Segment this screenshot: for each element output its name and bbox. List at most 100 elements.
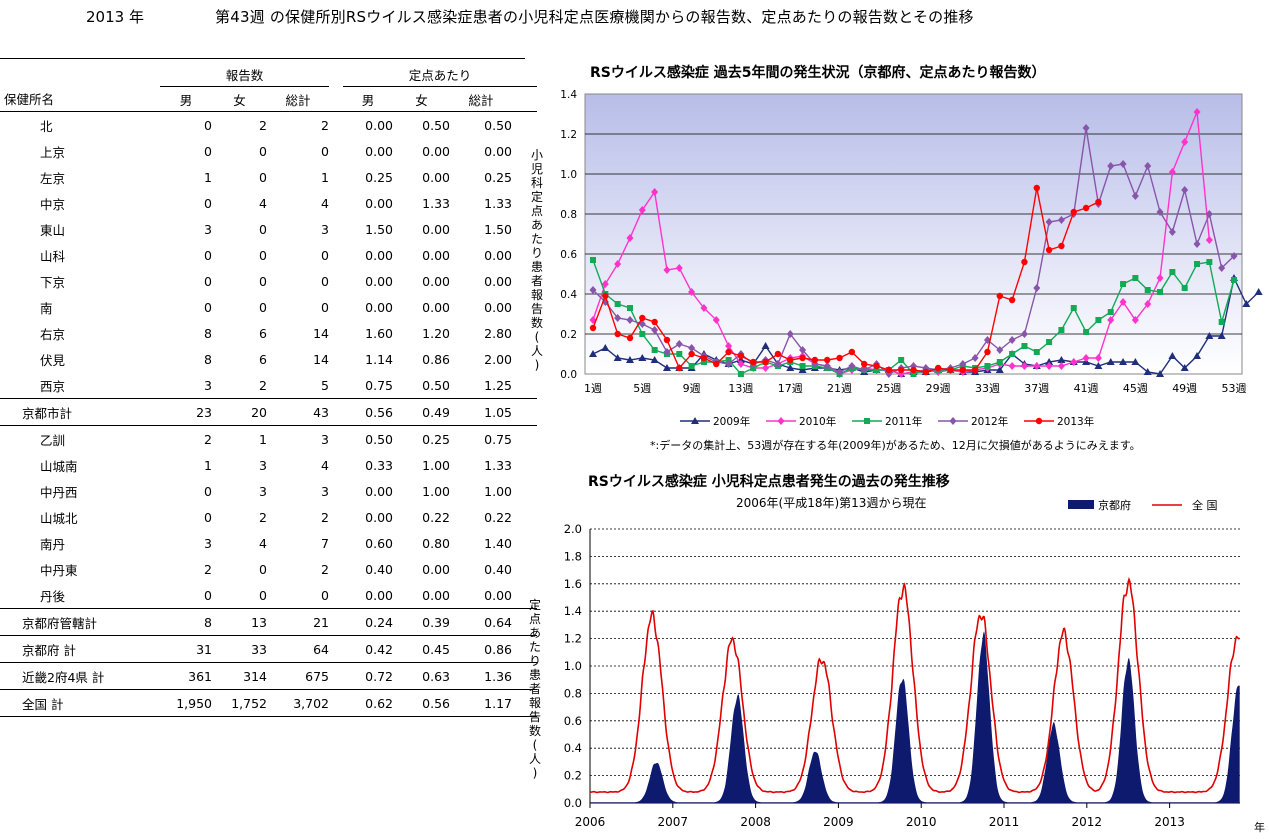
chart1-point xyxy=(836,368,844,376)
chart1-point xyxy=(590,257,596,263)
row-rate-male: 0.00 xyxy=(365,299,393,315)
chart1-note: *:データの集計上、53週が存在する年(2009年)があるため、12月に欠損値が… xyxy=(650,439,1141,452)
chart1-point xyxy=(1057,362,1065,370)
table-row: 中丹東 2 0 2 0.40 0.00 0.40 xyxy=(0,556,537,582)
table-row: 近畿2府4県 計 361 314 675 0.72 0.63 1.36 xyxy=(0,662,537,690)
row-name: 上京 xyxy=(40,144,66,160)
chart1-point xyxy=(1095,317,1102,323)
row-male: 8 xyxy=(204,351,212,367)
row-rate-total: 1.05 xyxy=(450,398,537,426)
row-female: 0 xyxy=(259,299,267,315)
row-rate-total: 1.25 xyxy=(484,377,512,393)
row-name: 山城北 xyxy=(40,510,78,526)
row-rate-female: 0.00 xyxy=(422,587,450,603)
chart1-point xyxy=(725,357,732,363)
chart1-legend-marker xyxy=(1035,417,1043,425)
row-female: 6 xyxy=(259,351,267,367)
chart1-point xyxy=(799,363,806,369)
row-total: 0 xyxy=(321,587,329,603)
chart1-point xyxy=(1082,124,1090,132)
row-female: 314 xyxy=(212,662,267,690)
chart1-point xyxy=(700,354,708,362)
row-rate-female: 0.56 xyxy=(393,689,450,717)
row-rate-female: 0.00 xyxy=(422,247,450,263)
chart1-point xyxy=(1131,358,1140,365)
row-female: 13 xyxy=(212,608,267,636)
chart1-point xyxy=(786,364,795,371)
chart1-point xyxy=(676,364,683,372)
row-total: 2 xyxy=(321,509,329,525)
row-name: 北 xyxy=(40,118,53,134)
chart1-point xyxy=(663,348,671,356)
row-rate-total: 0.00 xyxy=(484,273,512,289)
chart1-point xyxy=(688,350,695,358)
chart1-point xyxy=(589,286,597,294)
row-rate-male: 0.00 xyxy=(365,143,393,159)
chart2-subtitle: 2006年(平成18年)第13週から現在 xyxy=(736,496,927,510)
row-name: 京都市計 xyxy=(0,398,160,426)
chart1-point xyxy=(898,357,905,363)
chart2-xtick: 2009 xyxy=(823,815,854,829)
row-rate-total: 0.22 xyxy=(484,509,512,525)
row-name: 東山 xyxy=(40,222,66,238)
chart1-point xyxy=(996,359,1003,365)
row-rate-female: 1.33 xyxy=(422,195,450,211)
row-name: 京都府 計 xyxy=(0,635,160,663)
chart1-point xyxy=(1120,281,1127,287)
chart1-point xyxy=(1218,264,1226,272)
chart1-point xyxy=(638,354,647,361)
row-rate-male: 0.50 xyxy=(365,431,393,447)
chart1-xtick: 1週 xyxy=(584,382,602,395)
chart1-point xyxy=(1205,236,1213,244)
chart1-ytick: 0.6 xyxy=(560,249,577,261)
chart2-ylabel: 定点あたり患者報告数(人) xyxy=(528,598,541,780)
row-male: 31 xyxy=(160,635,212,663)
table-row: 西京 3 2 5 0.75 0.50 1.25 xyxy=(0,372,537,399)
row-name: 近畿2府4県 計 xyxy=(0,662,160,690)
col-rate-total-header: 総計 xyxy=(450,86,537,112)
row-rate-female: 0.49 xyxy=(393,398,450,426)
row-total: 14 xyxy=(313,351,329,367)
chart1-point xyxy=(823,362,831,370)
row-male: 8 xyxy=(160,608,212,636)
chart1-point xyxy=(626,234,634,242)
row-name: 中丹東 xyxy=(40,562,78,578)
row-rate-male: 1.14 xyxy=(365,351,393,367)
chart1-point xyxy=(1218,319,1225,325)
row-rate-female: 0.00 xyxy=(422,143,450,159)
chart1-legend-label: 2009年 xyxy=(713,415,750,428)
row-female: 2 xyxy=(259,509,267,525)
chart1-point xyxy=(1132,275,1139,281)
chart1-point xyxy=(614,260,622,268)
chart1-point xyxy=(589,350,597,357)
row-name: 西京 xyxy=(40,378,66,394)
chart1-point xyxy=(1242,300,1251,307)
chart1-point xyxy=(1033,349,1040,355)
chart1-point xyxy=(651,318,658,326)
row-rate-female: 0.00 xyxy=(422,273,450,289)
chart1-point xyxy=(1131,192,1139,200)
table-row: 北 0 2 2 0.00 0.50 0.50 xyxy=(0,112,537,139)
row-total: 2 xyxy=(321,117,329,133)
row-female: 0 xyxy=(259,587,267,603)
chart1-legend-label: 2012年 xyxy=(971,415,1008,428)
chart1-legend-marker xyxy=(949,417,957,425)
col-rate-male-header: 男 xyxy=(343,86,393,112)
row-rate-male: 0.00 xyxy=(365,117,393,133)
group-rate-header: 定点あたり xyxy=(343,62,537,87)
chart1-point xyxy=(1217,332,1226,339)
row-rate-total: 1.50 xyxy=(484,221,512,237)
chart2-ytick: 1.6 xyxy=(564,577,582,591)
table-row: 全国 計 1,950 1,752 3,702 0.62 0.56 1.17 xyxy=(0,689,537,717)
row-total: 2 xyxy=(321,561,329,577)
row-rate-male: 0.42 xyxy=(343,635,393,663)
chart2-title: RSウイルス感染症 小児科定点患者発生の過去の発生推移 xyxy=(588,474,950,490)
row-male: 0 xyxy=(204,247,212,263)
row-total: 14 xyxy=(313,325,329,341)
chart1-point xyxy=(676,351,683,357)
chart1-point xyxy=(1033,184,1040,192)
chart1-plot-area xyxy=(584,93,1243,375)
chart1-point xyxy=(762,358,769,366)
table-row: 京都府 計 31 33 64 0.42 0.45 0.86 xyxy=(0,635,537,663)
chart1-point xyxy=(1169,269,1176,275)
